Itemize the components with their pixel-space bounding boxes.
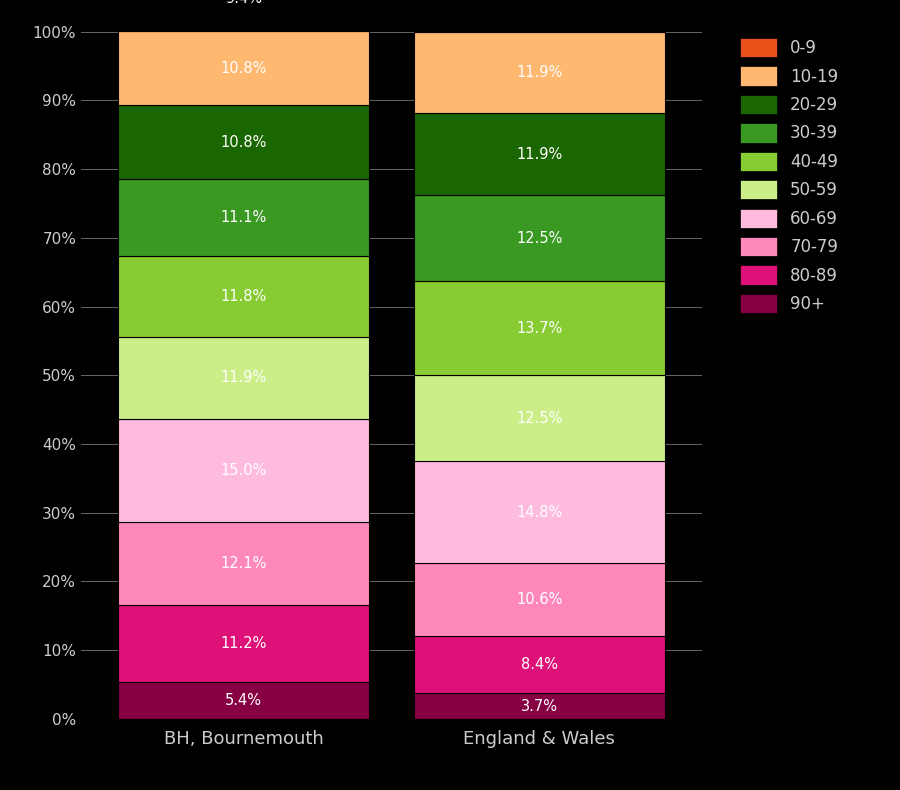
Text: 11.9%: 11.9% — [517, 147, 562, 162]
Text: 11.9%: 11.9% — [517, 65, 562, 80]
Text: 11.1%: 11.1% — [220, 210, 266, 225]
Bar — [414, 694, 665, 719]
Bar — [414, 195, 665, 281]
Bar — [414, 461, 665, 563]
Text: 10.6%: 10.6% — [517, 592, 562, 607]
Bar — [118, 0, 369, 31]
Text: 11.9%: 11.9% — [220, 371, 266, 386]
Text: 14.8%: 14.8% — [517, 505, 562, 520]
Text: 12.5%: 12.5% — [517, 231, 562, 246]
Text: 3.7%: 3.7% — [521, 698, 558, 713]
Text: 9.4%: 9.4% — [225, 0, 262, 6]
Bar — [118, 682, 369, 719]
Text: 12.5%: 12.5% — [517, 411, 562, 426]
Bar — [414, 114, 665, 195]
Bar — [118, 256, 369, 337]
Bar — [414, 281, 665, 375]
Legend: 0-9, 10-19, 20-29, 30-39, 40-49, 50-59, 60-69, 70-79, 80-89, 90+: 0-9, 10-19, 20-29, 30-39, 40-49, 50-59, … — [735, 33, 843, 318]
Bar — [118, 605, 369, 682]
Text: 12.1%: 12.1% — [220, 555, 266, 570]
Bar — [118, 337, 369, 419]
Bar — [414, 636, 665, 694]
Text: 11.2%: 11.2% — [220, 636, 266, 651]
Bar — [414, 32, 665, 114]
Bar — [414, 375, 665, 461]
Text: 13.7%: 13.7% — [517, 321, 562, 336]
Text: 15.0%: 15.0% — [220, 463, 266, 478]
Bar — [414, 563, 665, 636]
Bar — [118, 179, 369, 256]
Bar — [118, 521, 369, 605]
Text: 10.8%: 10.8% — [220, 135, 266, 150]
Text: 11.8%: 11.8% — [220, 288, 266, 303]
Bar — [118, 31, 369, 105]
Text: 5.4%: 5.4% — [225, 693, 262, 708]
Text: 10.8%: 10.8% — [220, 61, 266, 76]
Bar — [118, 419, 369, 521]
Bar — [414, 0, 665, 32]
Text: 8.4%: 8.4% — [521, 657, 558, 672]
Bar — [118, 105, 369, 179]
